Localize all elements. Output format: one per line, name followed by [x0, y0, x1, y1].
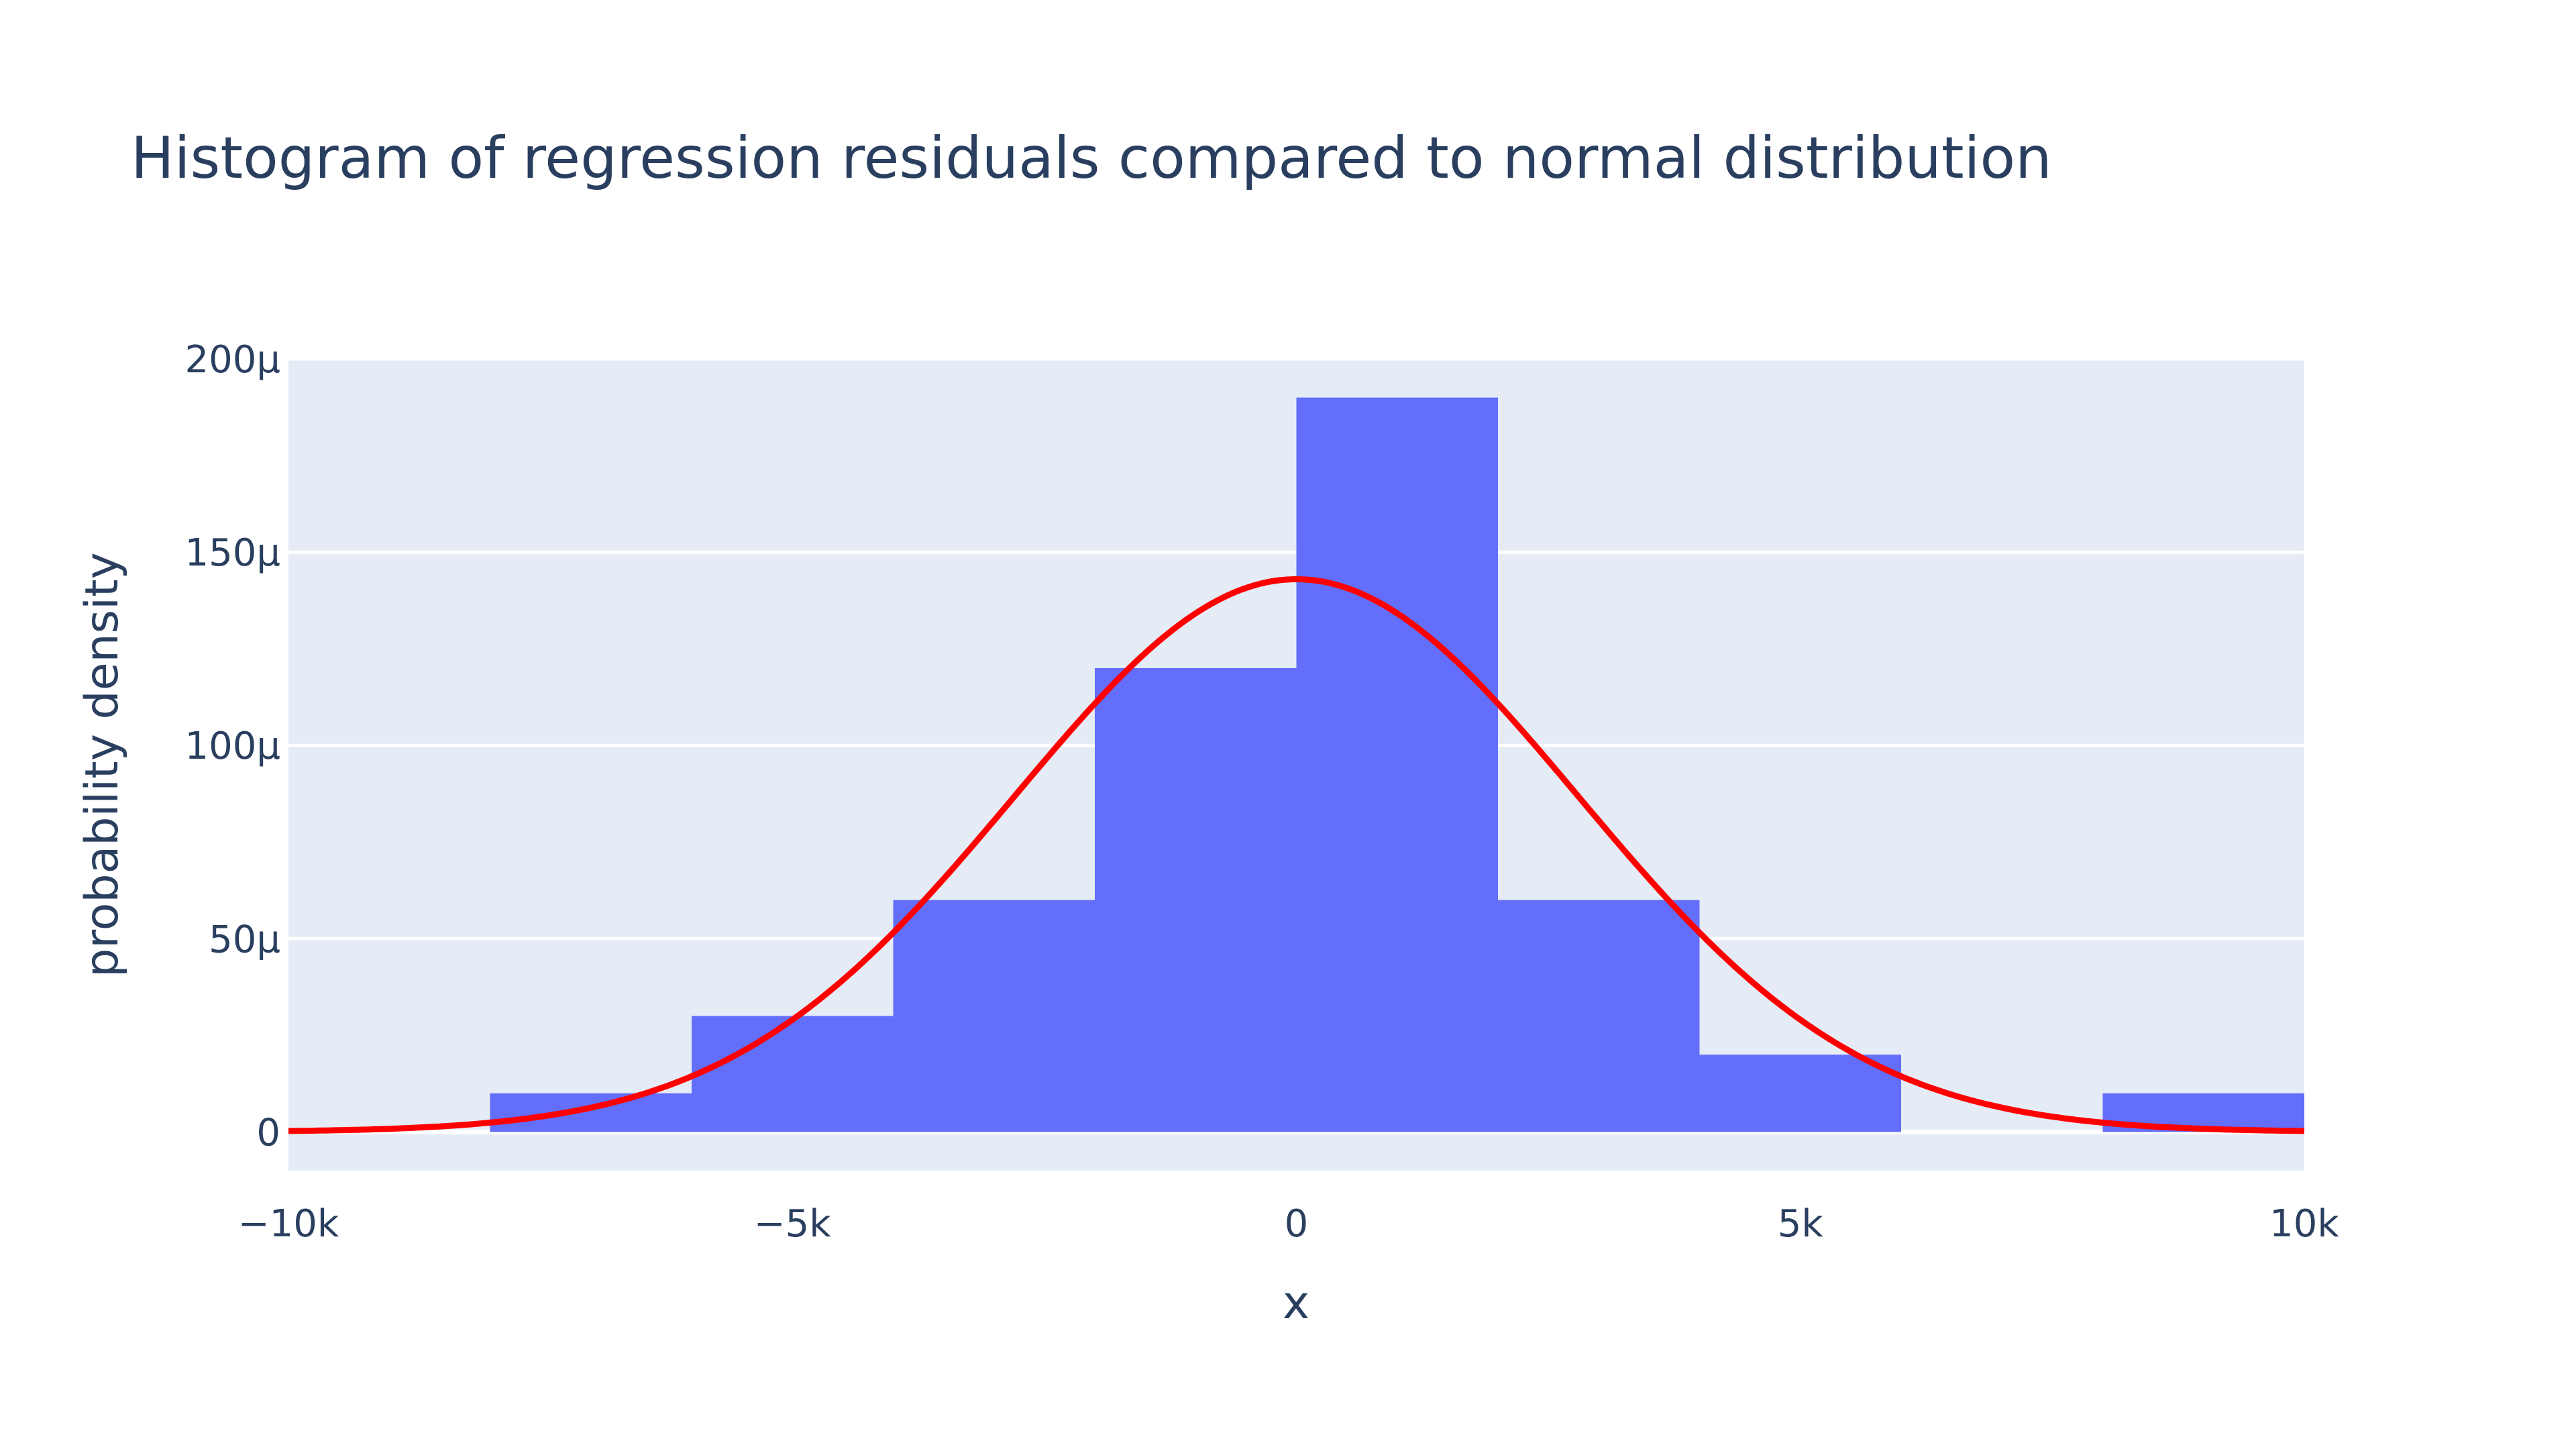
- x-axis-ticks: −10k −5k 0 5k 10k: [238, 1202, 2340, 1246]
- chart-title: Histogram of regression residuals compar…: [131, 125, 2052, 192]
- y-tick-label: 200μ: [184, 338, 280, 382]
- y-tick-label: 150μ: [184, 531, 280, 575]
- x-tick-label: −10k: [238, 1202, 339, 1246]
- x-tick-label: 10k: [2269, 1202, 2339, 1246]
- normal-distribution-curve: [288, 576, 2305, 1134]
- histogram-bar: [1498, 900, 1700, 1132]
- histogram-bar: [490, 1093, 692, 1132]
- histogram-bar: [1699, 1055, 1901, 1132]
- x-tick-label: 0: [1285, 1202, 1309, 1246]
- histogram-bar: [692, 1016, 894, 1132]
- y-tick-label: 50μ: [209, 918, 280, 961]
- histogram-bar: [893, 900, 1095, 1132]
- y-tick-label: 0: [256, 1111, 280, 1155]
- x-axis-title: x: [1283, 1277, 1309, 1330]
- histogram-bars: [490, 397, 2304, 1132]
- y-axis-title: probability density: [76, 552, 129, 977]
- y-axis-ticks: 0 50μ 100μ 150μ 200μ: [184, 338, 280, 1155]
- x-tick-label: 5k: [1778, 1202, 1824, 1246]
- histogram-bar: [1296, 397, 1498, 1132]
- x-tick-label: −5k: [754, 1202, 832, 1246]
- histogram-bar: [1095, 667, 1297, 1132]
- y-tick-label: 100μ: [184, 724, 280, 768]
